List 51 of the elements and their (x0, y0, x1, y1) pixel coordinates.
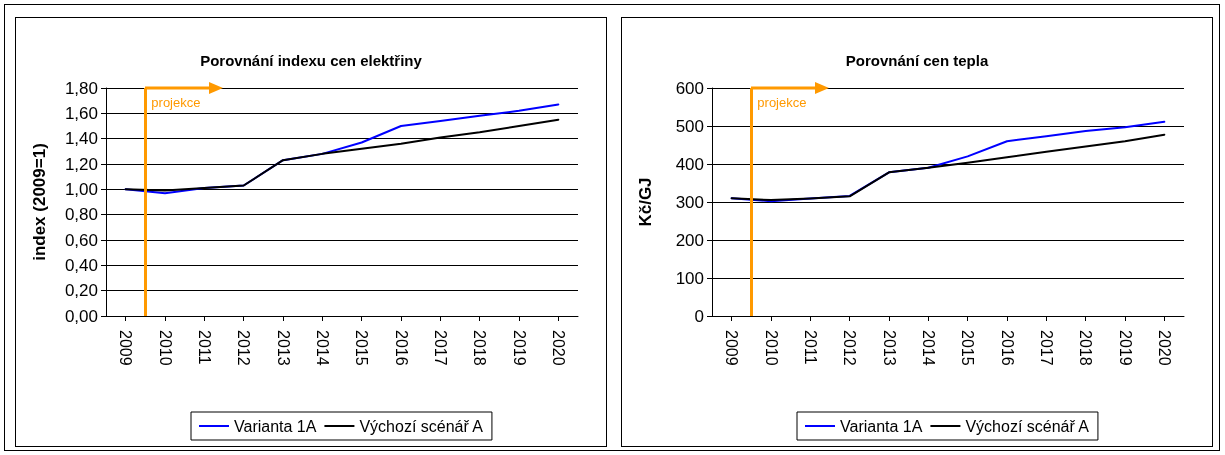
y-axis-title: index (2009=1) (30, 143, 49, 261)
x-tick-label: 2011 (801, 330, 819, 365)
x-tick-label: 2010 (762, 330, 780, 366)
y-tick-label: 100 (675, 268, 704, 288)
y-tick-label: 400 (675, 154, 704, 174)
x-tick-label: 2011 (195, 330, 213, 365)
legend-label: Výchozí scénář A (359, 417, 484, 435)
y-tick-label: 1,00 (64, 179, 98, 199)
x-tick-label: 2018 (471, 330, 489, 366)
y-tick-label: 300 (675, 192, 704, 212)
ref-line-label: projekce (757, 95, 807, 110)
x-tick-label: 2017 (1037, 330, 1055, 366)
y-tick-label: 0 (694, 306, 704, 326)
legend-label: Výchozí scénář A (965, 417, 1090, 435)
y-tick-label: 0,00 (64, 306, 98, 326)
x-tick-label: 2014 (919, 330, 937, 366)
x-tick-label: 2014 (313, 330, 331, 366)
x-tick-label: 2018 (1077, 330, 1095, 366)
x-tick-label: 2020 (549, 330, 567, 366)
x-tick-label: 2016 (998, 330, 1016, 366)
y-tick-label: 1,20 (64, 154, 98, 174)
legend-label: Varianta 1A (234, 417, 317, 435)
x-tick-label: 2009 (723, 330, 741, 366)
x-tick-label: 2012 (841, 330, 859, 366)
x-tick-label: 2012 (235, 330, 253, 366)
x-tick-label: 2019 (1116, 330, 1134, 366)
y-tick-label: 200 (675, 230, 704, 250)
legend-label: Varianta 1A (840, 417, 923, 435)
y-tick-label: 600 (675, 78, 704, 98)
x-tick-label: 2010 (156, 330, 174, 366)
y-tick-label: 0,20 (64, 281, 98, 301)
y-tick-label: 0,60 (64, 230, 98, 250)
x-tick-label: 2009 (117, 330, 135, 366)
chart-title: Porovnání indexu cen elektřiny (200, 52, 423, 69)
x-tick-label: 2013 (274, 330, 292, 366)
y-tick-label: 1,60 (64, 103, 98, 123)
ref-line-label: projekce (151, 95, 201, 110)
y-tick-label: 1,80 (64, 78, 98, 98)
x-tick-label: 2013 (880, 330, 898, 366)
x-tick-label: 2017 (431, 330, 449, 366)
y-tick-label: 0,40 (64, 255, 98, 275)
y-tick-label: 0,80 (64, 205, 98, 225)
y-tick-label: 500 (675, 116, 704, 136)
x-tick-label: 2016 (392, 330, 410, 366)
y-axis-title: Kč/GJ (636, 177, 655, 227)
chart-title: Porovnání cen tepla (845, 52, 989, 69)
y-tick-label: 1,40 (64, 129, 98, 149)
x-tick-label: 2015 (353, 330, 371, 366)
x-tick-label: 2019 (510, 330, 528, 366)
x-tick-label: 2020 (1155, 330, 1173, 366)
x-tick-label: 2015 (959, 330, 977, 366)
